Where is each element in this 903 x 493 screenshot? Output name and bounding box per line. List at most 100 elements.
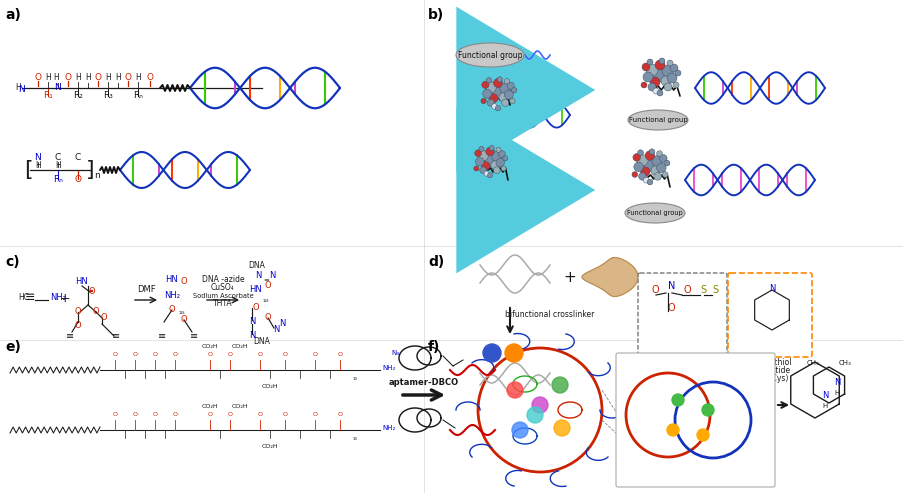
Text: O: O	[337, 412, 342, 417]
Circle shape	[650, 166, 660, 176]
Text: N: N	[248, 331, 255, 341]
Text: O: O	[133, 412, 137, 417]
Text: O: O	[651, 285, 659, 295]
Circle shape	[496, 147, 500, 152]
Text: O: O	[153, 352, 157, 357]
Ellipse shape	[628, 110, 687, 130]
Circle shape	[487, 173, 492, 178]
Text: O: O	[684, 285, 691, 295]
Circle shape	[653, 173, 661, 180]
Circle shape	[479, 167, 486, 174]
Circle shape	[552, 377, 567, 393]
Text: O: O	[228, 352, 232, 357]
Circle shape	[666, 424, 678, 436]
FancyBboxPatch shape	[638, 273, 726, 357]
Text: CO₂H: CO₂H	[231, 344, 248, 349]
Text: CO₂H: CO₂H	[201, 404, 218, 409]
Circle shape	[485, 82, 496, 93]
Text: N: N	[667, 281, 675, 291]
Text: Rₙ: Rₙ	[133, 91, 143, 100]
Circle shape	[500, 166, 506, 171]
Text: on peptide: on peptide	[749, 366, 790, 375]
Text: H: H	[35, 161, 41, 170]
Text: O: O	[93, 308, 99, 317]
Circle shape	[511, 87, 517, 93]
Circle shape	[507, 82, 514, 89]
Text: O: O	[133, 352, 137, 357]
Circle shape	[474, 150, 481, 157]
FancyBboxPatch shape	[727, 273, 811, 357]
Text: ]: ]	[86, 160, 94, 180]
Text: N: N	[278, 319, 284, 328]
Text: S: S	[699, 285, 705, 295]
Circle shape	[631, 172, 637, 177]
Text: CO₂H: CO₂H	[201, 344, 218, 349]
Text: O: O	[181, 278, 187, 286]
Text: DNA: DNA	[247, 261, 265, 270]
Text: ₁₀: ₁₀	[352, 376, 357, 381]
Text: ≡: ≡	[24, 291, 35, 305]
Text: CO₂H: CO₂H	[261, 384, 278, 389]
Text: +: +	[563, 270, 576, 284]
Text: O: O	[75, 320, 81, 329]
Circle shape	[481, 162, 489, 170]
Circle shape	[491, 104, 497, 109]
Circle shape	[496, 158, 504, 167]
Text: R₁: R₁	[43, 91, 53, 100]
Circle shape	[483, 154, 496, 166]
Text: HN: HN	[76, 278, 88, 286]
Circle shape	[491, 86, 504, 98]
Circle shape	[666, 60, 672, 66]
Text: O: O	[112, 352, 117, 357]
Text: Functional group: Functional group	[627, 210, 682, 216]
Text: NH₂: NH₂	[382, 425, 395, 431]
Circle shape	[482, 344, 500, 362]
Circle shape	[640, 82, 647, 88]
Circle shape	[498, 151, 505, 157]
Text: on DNA: on DNA	[667, 366, 695, 375]
Circle shape	[498, 93, 507, 102]
Text: N: N	[19, 84, 25, 94]
Circle shape	[636, 154, 647, 166]
Circle shape	[495, 106, 500, 111]
Text: O: O	[265, 282, 271, 290]
Text: H: H	[105, 73, 111, 82]
Text: N: N	[255, 272, 261, 281]
Text: link to amine: link to amine	[656, 358, 706, 367]
Text: O: O	[208, 352, 212, 357]
Circle shape	[507, 382, 523, 398]
Text: O: O	[95, 73, 101, 82]
Circle shape	[652, 88, 658, 94]
Text: ₁₀: ₁₀	[352, 436, 357, 441]
Circle shape	[478, 151, 488, 161]
Ellipse shape	[624, 203, 684, 223]
Text: CO₂H: CO₂H	[231, 404, 248, 409]
Circle shape	[647, 83, 656, 91]
Text: H: H	[85, 73, 91, 82]
Text: Functional group: Functional group	[628, 117, 686, 123]
Ellipse shape	[455, 43, 524, 67]
Text: O: O	[146, 73, 154, 82]
Circle shape	[649, 77, 659, 87]
Circle shape	[647, 179, 652, 185]
Circle shape	[554, 420, 570, 436]
Text: CO₂H: CO₂H	[261, 444, 278, 449]
Text: n: n	[94, 171, 99, 180]
Text: H: H	[15, 82, 21, 92]
Text: O: O	[312, 412, 317, 417]
Text: O: O	[282, 412, 287, 417]
Circle shape	[478, 348, 601, 472]
Circle shape	[479, 146, 483, 151]
Text: ₁₁₈: ₁₁₈	[179, 310, 185, 315]
Text: O: O	[74, 175, 81, 184]
FancyBboxPatch shape	[615, 353, 774, 487]
Circle shape	[641, 63, 649, 71]
Circle shape	[656, 163, 666, 173]
Text: N: N	[833, 378, 839, 387]
Text: R₂: R₂	[73, 91, 83, 100]
Text: f): f)	[427, 340, 440, 354]
Text: S: S	[712, 285, 717, 295]
Circle shape	[645, 151, 654, 160]
Circle shape	[637, 150, 643, 155]
Circle shape	[493, 78, 502, 87]
